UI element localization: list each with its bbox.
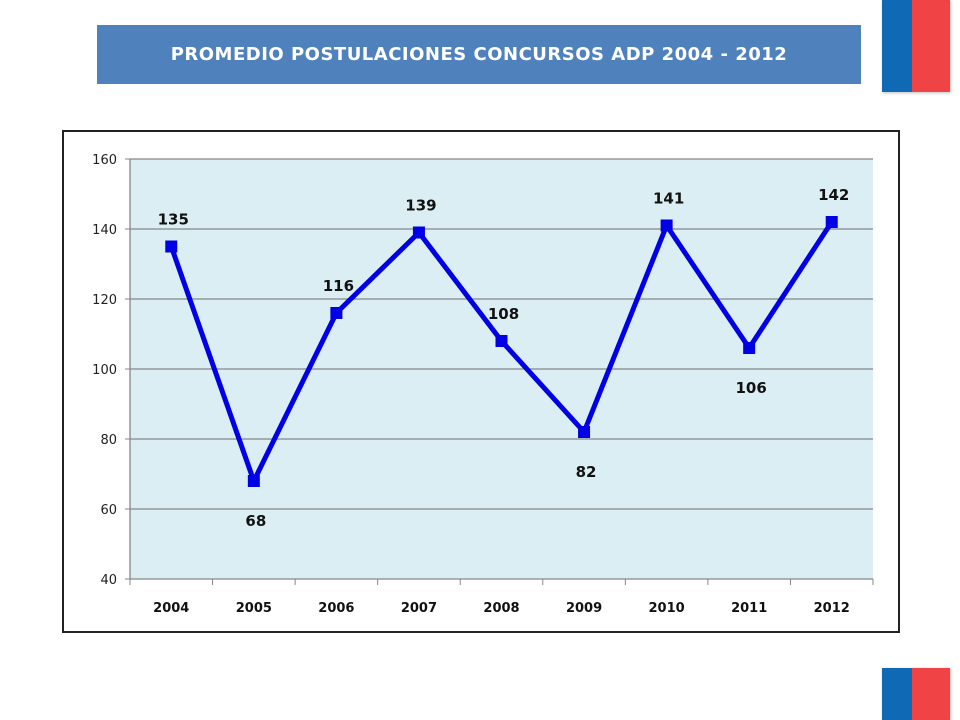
x-axis-ticks: 2004 2005 2006 2007 2008 2009 2010 2011 2012 — [129, 579, 874, 616]
data-point-marker — [247, 475, 260, 487]
flag-blue-stripe — [882, 0, 912, 92]
x-tick-label: 2007 — [401, 601, 437, 616]
data-label: 141 — [653, 190, 684, 208]
y-tick-label: 140 — [92, 223, 117, 238]
data-point-marker — [825, 216, 838, 228]
data-label: 139 — [405, 197, 436, 215]
data-point-marker — [165, 240, 178, 253]
data-label: 68 — [245, 512, 266, 530]
y-tick-label: 120 — [92, 293, 117, 308]
x-tick-label: 2006 — [318, 601, 354, 616]
y-tick-label: 40 — [100, 573, 117, 588]
x-tick-label: 2004 — [153, 601, 189, 616]
data-point-marker — [578, 426, 591, 438]
y-tick-label: 160 — [92, 153, 117, 168]
x-tick-label: 2010 — [649, 601, 685, 616]
x-tick-label: 2009 — [566, 601, 602, 616]
x-tick-label: 2008 — [483, 601, 519, 616]
series — [165, 216, 838, 487]
y-axis-ticks: 40 60 80 100 120 140 160 — [92, 153, 130, 588]
y-tick-label: 60 — [100, 503, 117, 518]
x-tick-label: 2011 — [731, 601, 767, 616]
data-point-marker — [412, 226, 425, 239]
flag-blue-stripe — [882, 668, 912, 720]
slide-title: PROMEDIO POSTULACIONES CONCURSOS ADP 200… — [97, 25, 861, 84]
chile-flag-bottom — [882, 668, 950, 720]
gridlines — [130, 158, 873, 510]
data-point-marker — [660, 219, 673, 232]
data-label: 116 — [323, 277, 354, 295]
chile-flag-top — [882, 0, 950, 92]
data-label: 108 — [488, 305, 519, 323]
y-tick-label: 100 — [92, 363, 117, 378]
flag-red-stripe — [912, 668, 950, 720]
data-labels: 135 68 116 139 108 82 141 106 142 — [158, 186, 850, 530]
x-tick-label: 2012 — [814, 601, 850, 616]
data-label: 106 — [736, 379, 767, 397]
data-point-marker — [743, 342, 756, 354]
data-label: 82 — [576, 463, 597, 481]
data-label: 135 — [158, 211, 189, 229]
data-label: 142 — [818, 186, 849, 204]
flag-red-stripe — [912, 0, 950, 92]
slide-title-text: PROMEDIO POSTULACIONES CONCURSOS ADP 200… — [170, 44, 788, 65]
y-tick-label: 80 — [100, 433, 117, 448]
data-point-marker — [330, 307, 343, 319]
data-point-marker — [495, 335, 508, 347]
x-tick-label: 2005 — [236, 601, 272, 616]
